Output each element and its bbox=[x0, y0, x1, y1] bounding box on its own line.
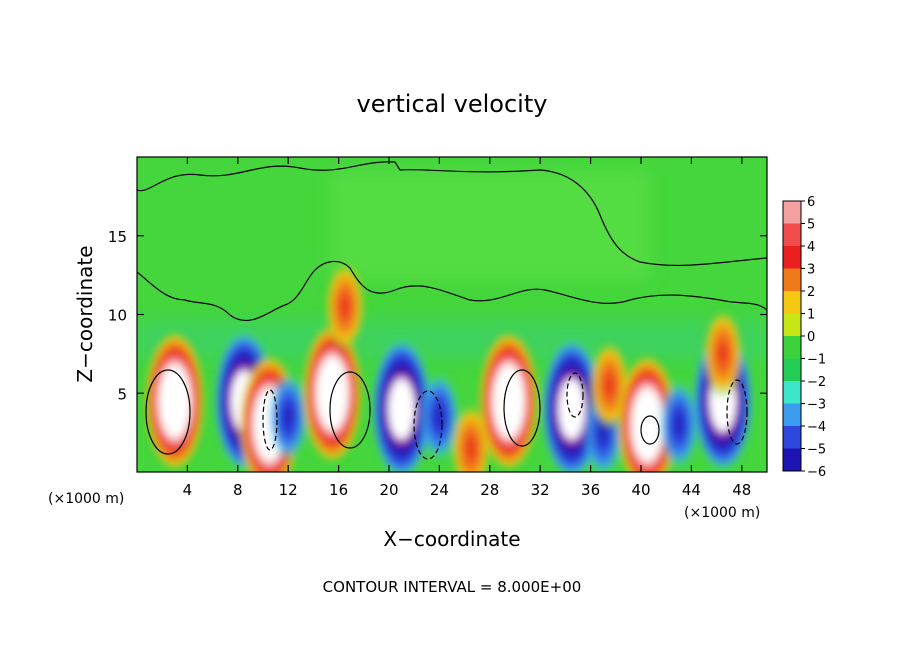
colorbar-swatch bbox=[783, 313, 801, 336]
zero-contour-upper bbox=[137, 161, 767, 267]
colorbar-swatch bbox=[783, 246, 801, 269]
velocity-cell-6 bbox=[324, 261, 365, 352]
colorbar-label: 5 bbox=[807, 218, 815, 233]
contour-cell-5 bbox=[413, 390, 443, 460]
x-axis-label: X−coordinate bbox=[383, 527, 520, 551]
colorbar-label: −5 bbox=[807, 443, 826, 458]
x-tick-label: 8 bbox=[233, 481, 243, 499]
colorbar-swatch bbox=[783, 381, 801, 404]
x-tick-label: 44 bbox=[682, 481, 701, 499]
colorbar-label: −4 bbox=[807, 420, 826, 435]
zero-contour-mid bbox=[137, 260, 767, 321]
colorbar: 6 5 4 3 2 1 0 −1 −2 −3 −4 −5 −6 bbox=[782, 195, 826, 480]
x-tick-label: 4 bbox=[183, 481, 193, 499]
colorbar-swatch bbox=[783, 201, 801, 224]
colorbar-swatch bbox=[783, 426, 801, 449]
x-unit-right: (×1000 m) bbox=[684, 505, 760, 521]
velocity-cell-1 bbox=[144, 331, 205, 472]
colorbar-swatch bbox=[783, 223, 801, 246]
colorbar-swatch bbox=[783, 358, 801, 381]
x-tick-label: 24 bbox=[430, 481, 449, 499]
colorbar-swatch bbox=[783, 403, 801, 426]
x-axis-ticks: 4 8 12 16 20 24 28 32 36 40 44 48 bbox=[183, 157, 751, 499]
contour-cell-1 bbox=[145, 369, 191, 455]
y-tick-label: 5 bbox=[117, 385, 127, 403]
colorbar-label: −3 bbox=[807, 398, 826, 413]
velocity-cell-4 bbox=[268, 371, 309, 462]
colorbar-swatch bbox=[783, 336, 801, 359]
x-tick-label: 12 bbox=[279, 481, 298, 499]
colorbar-label: −6 bbox=[807, 465, 826, 480]
velocity-cell-8 bbox=[419, 371, 460, 462]
contour-cell-7 bbox=[262, 389, 278, 451]
colorbar-swatch bbox=[783, 291, 801, 314]
upper-light-band bbox=[330, 170, 650, 280]
colorbar-label: 6 bbox=[807, 195, 815, 210]
x-tick-label: 20 bbox=[379, 481, 398, 499]
x-tick-label: 48 bbox=[732, 481, 751, 499]
colorbar-label: 0 bbox=[807, 330, 815, 345]
contour-cell-4 bbox=[640, 415, 660, 445]
colorbar-swatch bbox=[783, 448, 801, 471]
velocity-cell-15 bbox=[658, 379, 699, 470]
chart-title: vertical velocity bbox=[357, 90, 548, 118]
colorbar-swatch bbox=[783, 268, 801, 291]
x-tick-label: 16 bbox=[329, 481, 348, 499]
y-axis-label: Z−coordinate bbox=[73, 245, 97, 382]
velocity-cell-17 bbox=[702, 308, 743, 399]
contour-cell-2 bbox=[329, 371, 371, 449]
colorbar-label: 3 bbox=[807, 263, 815, 278]
colorbar-label: −2 bbox=[807, 375, 826, 390]
contour-cell-3 bbox=[503, 369, 541, 447]
contour-cell-8 bbox=[566, 372, 584, 418]
velocity-cell-7 bbox=[371, 339, 432, 472]
colorbar-label: −1 bbox=[807, 353, 826, 368]
velocity-cell-10 bbox=[478, 331, 539, 472]
colorbar-label: 4 bbox=[807, 240, 815, 255]
y-axis-ticks: 5 10 15 bbox=[108, 228, 767, 403]
y-tick-label: 10 bbox=[108, 307, 127, 325]
colorbar-label: 2 bbox=[807, 285, 815, 300]
x-tick-label: 28 bbox=[480, 481, 499, 499]
velocity-cells bbox=[144, 261, 753, 472]
colorbar-label: 1 bbox=[807, 308, 815, 323]
contour-interval-label: CONTOUR INTERVAL = 8.000E+00 bbox=[323, 578, 582, 596]
x-tick-label: 36 bbox=[581, 481, 600, 499]
x-tick-label: 32 bbox=[531, 481, 550, 499]
x-unit-left: (×1000 m) bbox=[48, 491, 124, 507]
y-tick-label: 15 bbox=[108, 228, 127, 246]
plot-area bbox=[137, 157, 767, 472]
contour-lines bbox=[137, 161, 767, 460]
contour-cell-6 bbox=[726, 379, 748, 445]
x-tick-label: 40 bbox=[631, 481, 650, 499]
